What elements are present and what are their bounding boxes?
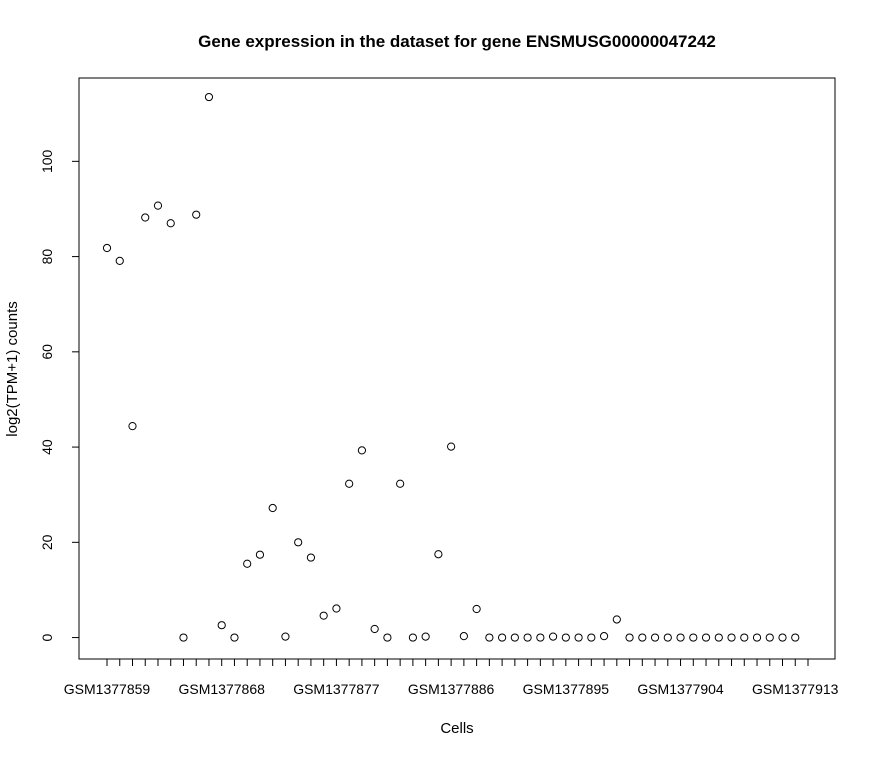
data-point	[778, 633, 787, 642]
data-point	[434, 550, 443, 559]
data-point	[332, 604, 341, 613]
data-point	[128, 422, 137, 431]
data-point	[370, 624, 379, 634]
x-tick-label: GSM1377913	[752, 681, 839, 697]
data-point	[141, 213, 150, 222]
data-point	[536, 633, 545, 642]
data-point	[714, 633, 723, 642]
data-point	[204, 92, 214, 102]
data-point	[447, 442, 456, 451]
data-point	[102, 243, 112, 253]
data-point	[306, 553, 316, 562]
data-point	[689, 633, 698, 642]
x-tick-label: GSM1377895	[523, 681, 610, 697]
data-point	[319, 611, 328, 620]
data-point	[294, 538, 303, 547]
data-point	[230, 633, 239, 642]
y-axis-label: log2(TPM+1) counts	[4, 301, 21, 436]
data-point	[243, 559, 252, 568]
data-point	[255, 550, 265, 559]
x-axis: GSM1377859 GSM1377868 GSM1377877 GSM1377886…	[64, 658, 839, 697]
x-tick-label: GSM1377904	[637, 681, 724, 697]
y-tick-label: 60	[39, 344, 55, 360]
data-point	[574, 633, 583, 642]
data-point	[383, 633, 392, 642]
y-tick-label: 20	[39, 534, 55, 550]
data-point	[472, 604, 481, 614]
data-point	[357, 446, 367, 455]
chart-title: Gene expression in the dataset for gene …	[198, 32, 716, 51]
x-tick-label: GSM1377868	[179, 681, 266, 697]
data-point	[676, 633, 685, 642]
data-point	[268, 503, 277, 513]
x-tick-label: GSM1377877	[293, 681, 380, 697]
data-point	[179, 633, 188, 642]
y-tick-label: 80	[39, 249, 55, 265]
data-point	[740, 633, 749, 642]
data-point	[166, 219, 175, 228]
x-tick-label: GSM1377859	[64, 681, 151, 697]
data-point	[510, 633, 519, 642]
data-point	[561, 633, 570, 642]
data-point	[485, 633, 494, 642]
plot-frame	[78, 77, 836, 660]
data-point	[650, 633, 660, 642]
data-point	[663, 633, 672, 642]
data-point	[599, 632, 609, 641]
data-point	[217, 621, 226, 630]
y-tick-label: 40	[39, 439, 55, 455]
data-point	[345, 479, 354, 488]
data-point	[523, 633, 532, 642]
x-axis-label: Cells	[440, 720, 473, 737]
data-point	[752, 633, 762, 642]
data-point	[612, 615, 621, 624]
data-point	[281, 632, 290, 641]
data-point	[396, 479, 405, 488]
data-point	[587, 633, 596, 642]
data-point	[765, 633, 774, 642]
y-tick-label: 0	[39, 633, 55, 641]
data-points	[102, 92, 800, 642]
data-point	[727, 633, 736, 642]
x-tick-label: GSM1377886	[408, 681, 495, 697]
data-point	[791, 633, 800, 642]
y-axis: 0 20 40 60 80 100	[39, 149, 80, 641]
data-point	[638, 633, 647, 642]
data-point	[192, 210, 201, 219]
data-point	[701, 633, 711, 642]
y-tick-label: 100	[39, 149, 55, 173]
data-point	[421, 632, 430, 641]
data-point	[153, 201, 163, 210]
data-point	[548, 632, 558, 641]
data-point	[625, 633, 634, 642]
data-point	[459, 632, 468, 641]
data-point	[498, 633, 507, 642]
data-point	[115, 256, 124, 265]
data-point	[408, 633, 417, 642]
